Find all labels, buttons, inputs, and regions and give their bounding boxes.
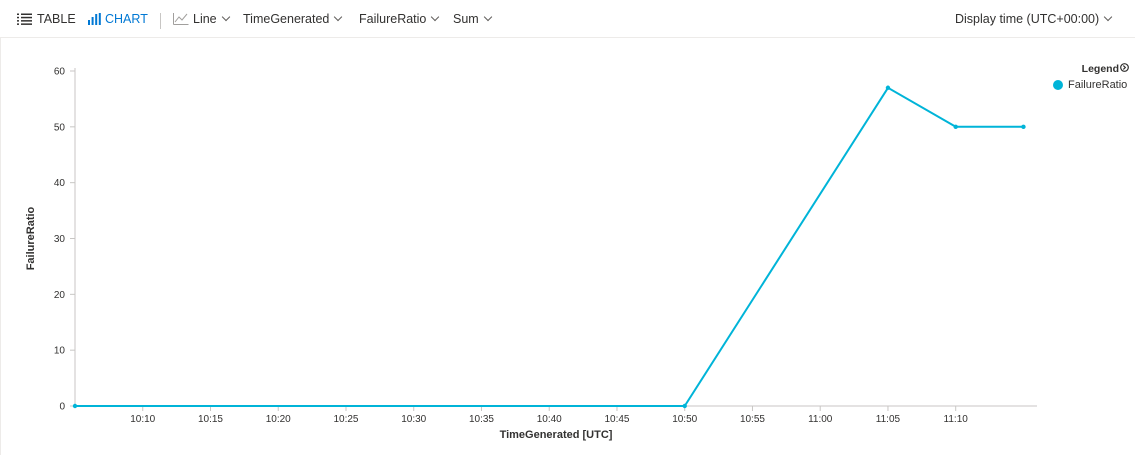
chart-type-label: Line: [193, 12, 217, 26]
line-chart-icon: [173, 13, 189, 25]
bar-chart-icon: [88, 13, 101, 25]
legend-marker: [1053, 80, 1063, 90]
chevron-down-icon: [334, 12, 343, 22]
x-tick-label: 10:30: [401, 414, 426, 425]
y-tick-label: 50: [54, 122, 66, 133]
y-tick-label: 30: [54, 234, 66, 245]
data-point[interactable]: [1021, 124, 1026, 130]
y-tick-label: 40: [54, 178, 66, 189]
series-line: [75, 86, 1024, 407]
toolbar-divider: [160, 13, 161, 29]
x-tick-label: 11:05: [876, 414, 901, 425]
x-axis-title: TimeGenerated [UTC]: [500, 429, 613, 441]
data-point[interactable]: [72, 403, 78, 409]
legend-entry-label: FailureRatio: [1068, 79, 1128, 91]
table-view-button[interactable]: TABLE: [17, 0, 76, 38]
x-tick-label: 10:50: [672, 414, 697, 425]
x-tick-label: 10:25: [333, 414, 358, 425]
x-tick-label: 10:55: [740, 414, 765, 425]
x-tick-label: 10:40: [537, 414, 562, 425]
legend: Legend FailureRatio: [1050, 63, 1132, 91]
table-view-label: TABLE: [37, 12, 76, 26]
chart-view-label: CHART: [105, 12, 148, 26]
chevron-down-icon: [221, 12, 230, 22]
x-tick-label: 10:15: [198, 414, 223, 425]
aggregation-label: Sum: [453, 12, 479, 26]
chart-type-dropdown[interactable]: Line: [173, 0, 230, 38]
data-point[interactable]: [885, 85, 891, 90]
display-time-dropdown[interactable]: Display time (UTC+00:00): [955, 0, 1113, 38]
x-tick-label: 11:10: [944, 414, 969, 425]
results-toolbar: TABLE CHART Line TimeGenerated: [0, 0, 1135, 38]
aggregation-dropdown[interactable]: Sum: [453, 0, 492, 38]
x-tick-label: 11:00: [808, 414, 833, 425]
y-tick-label: 0: [59, 402, 65, 413]
legend-entry-failureratio[interactable]: FailureRatio: [1050, 79, 1132, 91]
x-column-label: TimeGenerated: [243, 12, 330, 26]
data-point[interactable]: [682, 403, 687, 409]
y-tick-label: 10: [54, 346, 66, 357]
y-column-label: FailureRatio: [359, 12, 427, 26]
panel-left-border: [0, 38, 1, 455]
y-axis-title: FailureRatio: [25, 206, 37, 270]
x-column-dropdown[interactable]: TimeGenerated: [243, 0, 343, 38]
y-tick-label: 20: [54, 290, 66, 301]
x-tick-label: 10:35: [469, 414, 494, 425]
series-layer: [72, 85, 1026, 409]
legend-title: Legend: [1081, 63, 1119, 75]
x-tick-label: 10:10: [130, 414, 155, 425]
table-list-icon: [17, 13, 32, 25]
chevron-down-icon: [1103, 12, 1113, 22]
chevron-down-icon: [431, 12, 440, 22]
y-axis: 0 10 20 30 40 50 60: [54, 67, 76, 413]
y-column-dropdown[interactable]: FailureRatio: [359, 0, 440, 38]
legend-header[interactable]: Legend: [1050, 63, 1132, 75]
x-axis: 10:10 10:15 10:20 10:25 10:30 10:35 10:40 10:45…: [75, 405, 1037, 425]
data-point[interactable]: [953, 124, 958, 130]
y-tick-label: 60: [54, 67, 66, 78]
display-time-label: Display time (UTC+00:00): [955, 12, 1100, 26]
chart-view-button[interactable]: CHART: [88, 0, 148, 38]
x-tick-label: 10:45: [604, 414, 629, 425]
chevron-down-icon: [483, 12, 492, 22]
x-tick-label: 10:20: [266, 414, 291, 425]
collapse-arrow-icon[interactable]: [1120, 63, 1129, 75]
